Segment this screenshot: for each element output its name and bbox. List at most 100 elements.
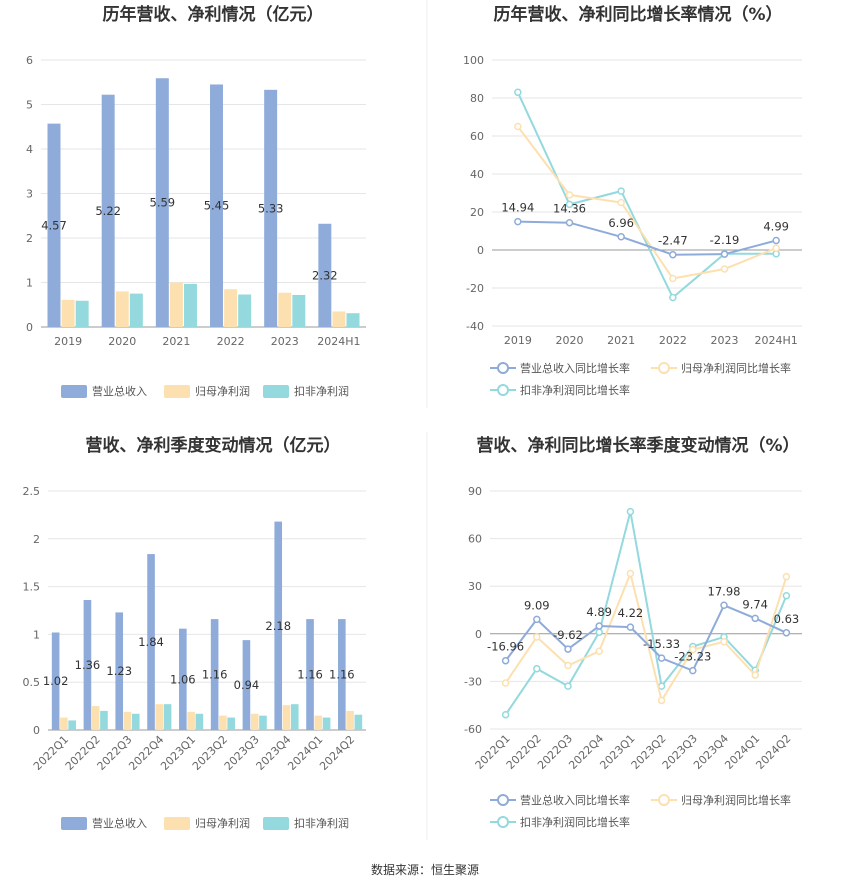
bar-net-profit [61, 299, 75, 327]
y-tick-label: 30 [468, 580, 482, 593]
data-point [772, 236, 780, 245]
y-tick-label: 20 [470, 206, 484, 219]
y-tick-label: 100 [463, 54, 484, 67]
y-tick-label: 2 [33, 533, 40, 546]
legend-swatch [263, 817, 289, 830]
bar-deducted-profit [131, 713, 140, 730]
legend-label: 归母净利润 [195, 384, 250, 398]
y-tick-label: -20 [466, 282, 484, 295]
data-point [657, 654, 666, 662]
bar-deducted-profit [290, 704, 299, 730]
bar-deducted-profit [195, 713, 204, 730]
chart-quarterly_growth: 营收、净利同比增长率季度变动情况（%）-60-3003060902022Q120… [464, 435, 802, 829]
data-point [514, 88, 522, 97]
y-tick-label: 90 [468, 485, 482, 498]
x-tick-label: 2023 [271, 335, 299, 348]
bar-revenue [51, 632, 60, 730]
bar-net-profit [282, 705, 291, 730]
bar-net-profit [278, 292, 292, 327]
data-point [501, 679, 510, 687]
y-tick-label: 1 [26, 277, 33, 290]
bar-deducted-profit [75, 300, 89, 327]
bar-data-label: 0.94 [234, 678, 260, 692]
series-line-deducted-profit [504, 511, 788, 716]
data-point [669, 293, 677, 302]
bar-net-profit [60, 717, 68, 730]
bar-data-label: 1.02 [43, 674, 69, 688]
legend-label: 营业总收入 [92, 384, 147, 398]
legend-circle-marker [658, 362, 670, 374]
bar-deducted-profit [184, 283, 197, 327]
bar-data-label: 1.23 [106, 664, 132, 678]
line-data-label: 4.22 [618, 606, 644, 620]
series-line-revenue [517, 220, 777, 256]
line-data-label: 17.98 [708, 584, 741, 598]
x-tick-label: 2024H1 [755, 334, 798, 347]
legend-label: 扣非净利润同比增长率 [520, 815, 630, 829]
data-source-note: 数据来源：恒生聚源 [370, 863, 479, 877]
bar-revenue [318, 223, 332, 327]
legend-label: 扣非净利润 [294, 816, 349, 830]
bar-revenue [147, 554, 155, 730]
x-tick-label: 2024Q2 [753, 732, 793, 772]
bar-data-label: 5.45 [204, 199, 230, 213]
bar-net-profit [123, 711, 132, 730]
series-line-deducted-profit [516, 91, 777, 300]
bar-net-profit [169, 282, 183, 327]
data-point [689, 666, 697, 675]
legend-item: 扣非净利润同比增长率 [490, 815, 630, 829]
bar-revenue [274, 521, 283, 730]
legend-swatch [164, 385, 190, 398]
bar-net-profit [155, 704, 164, 730]
line-data-label: -2.19 [710, 233, 740, 247]
legend-item: 营业总收入同比增长率 [490, 793, 630, 807]
data-point [657, 696, 666, 705]
bar-deducted-profit [346, 313, 360, 327]
y-tick-label: 4 [26, 143, 33, 156]
data-point [782, 591, 791, 600]
x-tick-label: 2023 [711, 334, 739, 347]
data-point [617, 233, 625, 241]
line-data-label: -2.47 [658, 234, 688, 248]
legend-circle-marker [658, 794, 670, 806]
y-tick-label: 1.5 [23, 581, 41, 594]
bar-net-profit [346, 710, 354, 730]
legend-circle-marker [497, 794, 509, 806]
data-point [626, 623, 635, 631]
data-point [720, 265, 729, 273]
legend-label: 归母净利润同比增长率 [681, 793, 791, 807]
y-tick-label: 60 [470, 130, 484, 143]
legend-item: 归母净利润同比增长率 [651, 793, 791, 807]
bar-data-label: 5.59 [150, 196, 176, 210]
x-tick-label: 2020 [556, 334, 584, 347]
legend-label: 营业总收入同比增长率 [520, 793, 630, 807]
data-point [751, 671, 759, 679]
bar-data-label: 5.33 [258, 201, 284, 215]
data-point [689, 645, 697, 654]
x-tick-label: 2024Q2 [317, 733, 357, 773]
line-data-label: 9.09 [524, 598, 550, 612]
data-point [782, 629, 791, 637]
legend-item: 营业总收入同比增长率 [490, 361, 630, 375]
bar-net-profit [314, 715, 323, 730]
data-point [720, 637, 728, 646]
legend-item: 扣非净利润同比增长率 [490, 383, 630, 397]
data-point [772, 244, 780, 252]
line-data-label: 6.96 [608, 216, 634, 230]
data-point [720, 250, 729, 258]
data-point [617, 187, 625, 195]
line-data-label: -9.62 [553, 628, 583, 642]
bar-net-profit [250, 713, 259, 730]
data-point [626, 507, 635, 516]
bar-data-label: 1.84 [138, 635, 164, 649]
series-line-net-profit [504, 570, 788, 704]
data-point [514, 217, 522, 226]
line-data-label: 0.63 [774, 612, 800, 626]
chart-title: 历年营收、净利同比增长率情况（%） [493, 4, 782, 25]
bar-data-label: 5.22 [95, 204, 121, 218]
legend-label: 归母净利润同比增长率 [681, 361, 791, 375]
bar-data-label: 4.57 [41, 218, 67, 232]
bar-revenue [115, 612, 124, 730]
y-tick-label: 60 [468, 533, 482, 546]
data-point [595, 647, 603, 656]
